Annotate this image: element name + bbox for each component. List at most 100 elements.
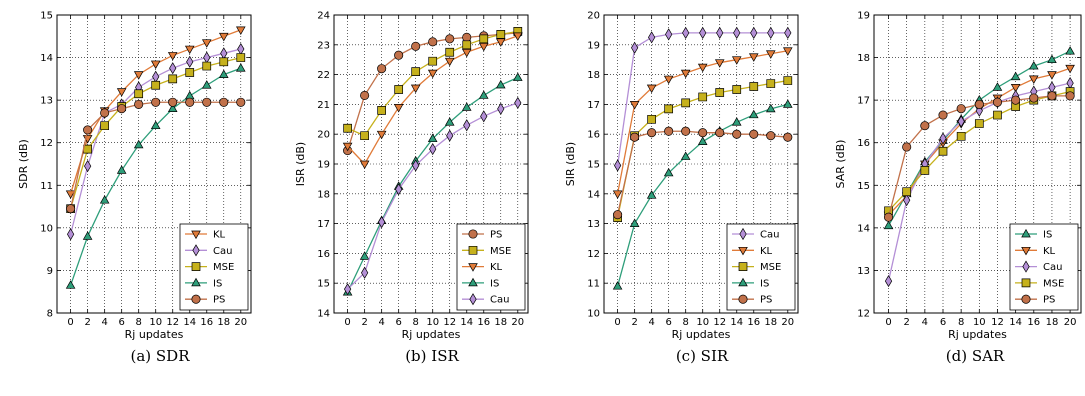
series-ps — [613, 126, 793, 220]
legend-label: Cau — [1043, 262, 1062, 273]
data-point — [992, 82, 1003, 91]
data-point — [360, 131, 369, 141]
y-tick-label: 14 — [587, 189, 600, 200]
data-point — [376, 130, 387, 140]
data-point — [133, 71, 144, 80]
data-point — [359, 251, 370, 260]
data-point — [749, 129, 759, 139]
data-point — [82, 231, 93, 240]
chart-panel-sar: 0 2 4 6 8 10 12 14 16 18 20 12 13 14 15 16 17 18 19 Rj upda… — [834, 11, 1082, 365]
data-point — [377, 106, 386, 115]
y-tick-label: 21 — [317, 100, 330, 111]
data-point — [715, 88, 725, 97]
data-point — [235, 63, 246, 72]
data-point — [1010, 71, 1021, 81]
data-point — [185, 68, 195, 77]
series-ps — [883, 91, 1075, 222]
circle-icon — [738, 294, 748, 304]
x-tick-label: 4 — [922, 317, 928, 328]
y-tick-label: 18 — [317, 189, 330, 200]
circle-icon — [468, 229, 478, 239]
data-point — [1047, 54, 1057, 64]
data-point — [202, 97, 212, 107]
x-tick-label: 0 — [885, 317, 891, 328]
data-point — [203, 51, 211, 64]
legend-label: Cau — [490, 295, 509, 306]
data-point — [462, 32, 472, 42]
data-point — [167, 52, 178, 61]
x-tick-label: 0 — [344, 317, 350, 328]
data-point — [681, 126, 691, 136]
data-point — [715, 128, 725, 138]
data-point — [748, 109, 759, 119]
x-tick-label: 12 — [443, 317, 456, 328]
series-is — [612, 99, 793, 290]
data-point — [883, 212, 894, 222]
data-point — [429, 143, 437, 156]
legend-entry-mse: MSE — [1015, 278, 1064, 289]
x-tick-label: 0 — [67, 317, 73, 328]
y-tick-label: 14 — [857, 223, 870, 234]
series-is — [65, 63, 246, 289]
x-tick-label: 8 — [135, 317, 141, 328]
data-point — [612, 190, 623, 199]
data-point — [444, 117, 455, 126]
data-point — [647, 128, 657, 138]
data-point — [220, 47, 228, 60]
data-point — [883, 220, 894, 230]
legend-entry-ps: PS — [1015, 294, 1055, 306]
data-point — [202, 61, 212, 71]
data-point — [1065, 46, 1075, 55]
data-point — [186, 55, 194, 68]
x-tick-label: 2 — [361, 317, 367, 328]
legend-entry-is: IS — [732, 277, 769, 289]
data-point — [1028, 75, 1039, 84]
y-tick-label: 8 — [47, 309, 53, 320]
triangle-up-icon — [738, 277, 748, 287]
data-point — [478, 42, 489, 52]
legend-label: MSE — [760, 262, 781, 273]
data-point — [631, 41, 639, 54]
data-point — [100, 108, 110, 118]
legend-entry-mse: MSE — [462, 246, 511, 257]
x-tick-label: 0 — [614, 317, 620, 328]
data-point — [410, 84, 421, 94]
chart-panel-sir: 0 2 4 6 8 10 12 14 16 18 20 10 11 12 13 14 15 16 17 18 19 20 R… — [564, 11, 799, 365]
y-tick-label: 16 — [317, 249, 330, 260]
data-point — [378, 216, 386, 229]
data-point — [993, 110, 1002, 120]
data-point — [664, 104, 674, 114]
data-point — [974, 99, 984, 109]
data-point — [65, 280, 76, 289]
y-tick-label: 15 — [857, 181, 870, 192]
data-point — [151, 97, 161, 107]
data-point — [479, 34, 489, 44]
data-point — [463, 119, 471, 132]
circle-icon — [1021, 294, 1031, 304]
data-point — [663, 167, 674, 177]
legend-entry-ps: PS — [185, 294, 225, 306]
data-point — [514, 96, 522, 109]
data-point — [783, 132, 793, 142]
data-point — [427, 69, 438, 79]
subfigure-caption: (a) SDR — [130, 347, 190, 365]
y-axis-label: SAR (dB) — [834, 140, 847, 189]
x-tick-label: 10 — [426, 317, 439, 328]
data-point — [411, 67, 421, 76]
data-point — [938, 146, 948, 156]
data-point — [992, 97, 1003, 107]
data-point — [732, 129, 742, 139]
triangle-down-icon — [738, 246, 748, 256]
data-point — [150, 120, 161, 130]
legend-entry-is: IS — [185, 277, 222, 289]
legend-entry-mse: MSE — [732, 262, 781, 273]
subfigure-caption: (d) SAR — [946, 347, 1005, 365]
y-tick-label: 17 — [857, 96, 870, 107]
x-tick-label: 10 — [973, 317, 986, 328]
triangle-up-icon — [191, 277, 201, 287]
x-tick-label: 2 — [903, 317, 909, 328]
legend-label: PS — [1043, 295, 1055, 306]
x-axis-label: Rj updates — [125, 328, 184, 341]
y-tick-label: 19 — [317, 160, 330, 171]
data-point — [698, 128, 708, 138]
